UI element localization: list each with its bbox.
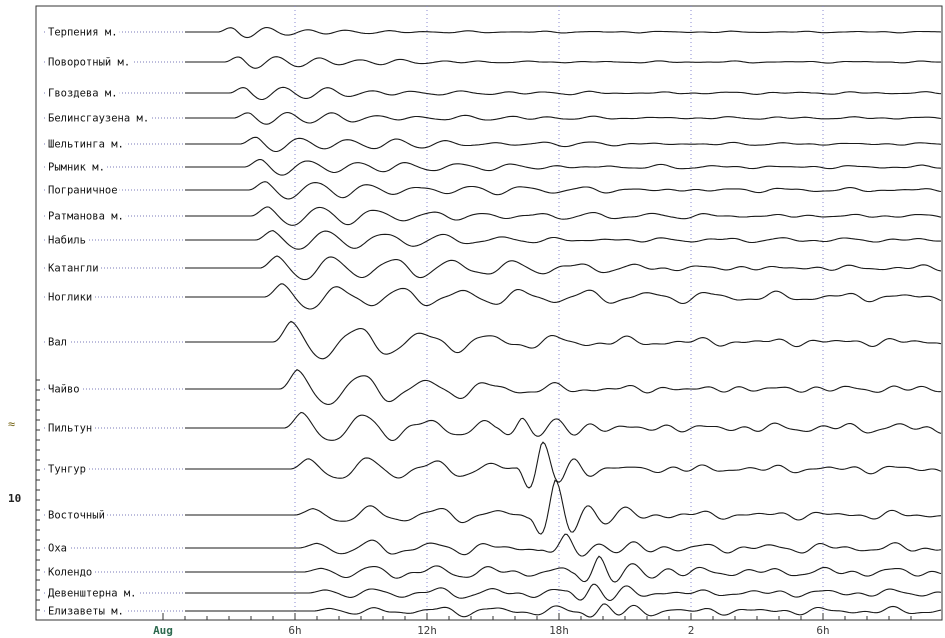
series-label: Восточный [48,510,105,522]
series-label-bg [46,541,69,556]
series-label-bg [46,55,133,70]
series-line [185,255,942,281]
x-tick-label: 6h [816,624,829,637]
series-label-bg [46,111,152,126]
series-line [185,158,942,176]
x-tick-label: 18h [549,624,569,637]
series-label-bg [46,586,139,601]
series-label: Катангли [48,263,99,275]
series-label: Рымник м. [48,162,105,174]
series-line [185,206,942,226]
traces [185,26,942,618]
series-label: Тунгур [48,464,86,476]
x-axis: Aug 6h 12h 18h 2 6h [153,613,912,637]
series-label-bg [46,290,95,305]
series-label: Набиль [48,235,86,247]
y-axis-symbol: ≈ [8,417,15,431]
series-label: Девенштерна м. [48,588,137,600]
series-label: Пильтун [48,423,92,435]
series-label: Елизаветы м. [48,606,124,618]
series-line [185,136,942,153]
series-line [185,181,942,200]
series-line [185,555,942,583]
series-label: Чайво [48,384,80,396]
series-label: Оха [48,543,67,555]
series-label: Колендо [48,567,92,579]
x-tick-label: 2 [688,624,695,637]
series-line [185,479,942,535]
series-label: Белинсгаузена м. [48,113,149,125]
series-line [185,320,942,360]
series-label-bg [46,86,120,101]
series-label: Вал [48,337,67,349]
series-line [185,583,942,601]
series-label-bg [46,137,126,152]
series-line [185,111,942,125]
series-line [185,411,942,442]
series-label-bg [46,508,107,523]
y-tick-label: 10 [8,492,21,505]
series-label: Поворотный м. [48,57,130,69]
series-label: Шельтинга м. [48,139,124,151]
series-label-bg [46,335,69,350]
series-line [185,230,941,250]
series-line [185,603,942,618]
series-label: Ноглики [48,292,92,304]
series-label-bg [46,160,107,175]
series-label: Ратманова м. [48,211,124,223]
series-line [185,533,942,557]
series-label-bg [46,565,95,580]
series-line [185,441,942,489]
series-label-bg [46,261,101,276]
plot-frame [35,5,943,621]
series-label: Пограничное [48,185,118,197]
station-labels: Терпения м. Поворотный м. Гвоздева м. Белин… [46,25,152,619]
series-label-bg [46,462,88,477]
series-line [185,56,941,69]
series-label-bg [46,382,82,397]
series-line [185,369,942,405]
series-line [185,283,942,310]
series-label-bg [46,233,88,248]
x-tick-label: 12h [417,624,437,637]
series-line [185,26,942,39]
series-label-bg [46,183,120,198]
x-start-label: Aug [153,624,173,637]
series-label-bg [46,25,120,40]
series-label-bg [46,604,126,619]
y-axis: ≈ 10 [8,379,40,611]
series-label-bg [46,209,126,224]
label-leaders [44,31,185,612]
series-label: Гвоздева м. [48,88,118,100]
series-label-bg [46,421,95,436]
x-tick-label: 6h [288,624,301,637]
series-line [185,86,942,101]
series-label: Терпения м. [48,27,118,39]
